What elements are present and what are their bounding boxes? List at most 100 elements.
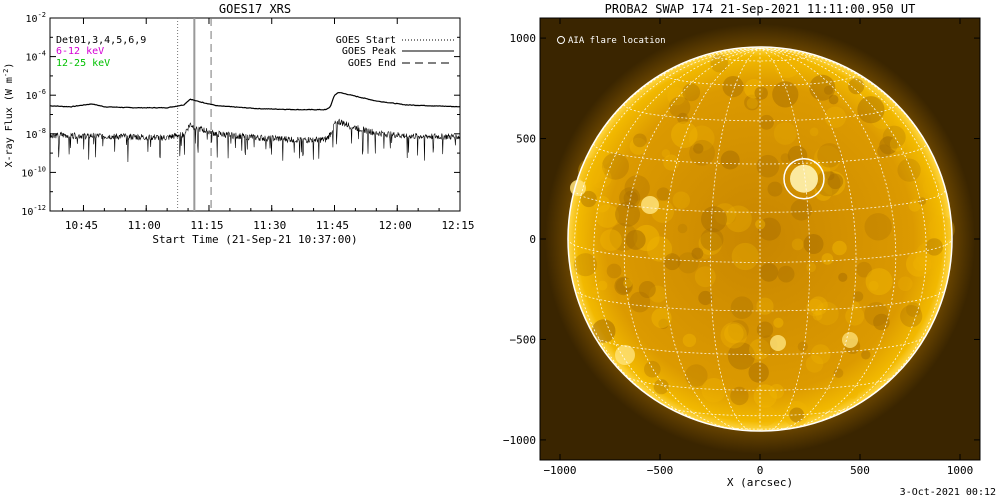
y-axis-label: X-ray Flux (W m-2) xyxy=(2,63,15,168)
active-region-south xyxy=(770,335,786,351)
disk-texture-blob xyxy=(609,223,638,251)
x-tick-label: 11:00 xyxy=(128,219,161,232)
image-y-tick-label: −500 xyxy=(510,333,537,346)
disk-texture-blob xyxy=(614,276,633,296)
disk-texture-blob xyxy=(777,265,795,283)
disk-texture-blob xyxy=(677,112,689,124)
longitude-line xyxy=(759,48,857,431)
image-title: PROBA2 SWAP 174 21-Sep-2021 11:11:00.950… xyxy=(605,2,916,16)
disk-texture-blob xyxy=(701,378,726,403)
longitude-line xyxy=(574,48,761,412)
disk-texture-blob xyxy=(797,341,808,352)
disk-texture-blob xyxy=(821,253,834,265)
disk-texture-blob xyxy=(809,296,828,316)
image-x-tick-label: 0 xyxy=(757,464,764,477)
disk-texture-blob xyxy=(852,291,864,302)
disk-texture-blob xyxy=(744,94,760,111)
disk-texture-blob xyxy=(922,178,940,195)
x-tick-label: 11:30 xyxy=(253,219,286,232)
y-tick-base: 10 xyxy=(21,168,33,179)
x-tick-label: 12:00 xyxy=(379,219,412,232)
x-tick-label: 11:15 xyxy=(190,219,223,232)
disk-texture-blob xyxy=(769,384,785,399)
legend-6-12-kev: 6-12 keV xyxy=(56,46,104,57)
disk-texture-blob xyxy=(856,261,872,278)
disk-texture-blob xyxy=(848,389,858,399)
disk-texture-blob xyxy=(851,301,860,310)
plot-title: GOES17 XRS xyxy=(219,2,291,16)
disk-texture-blob xyxy=(918,197,927,206)
disk-texture-blob xyxy=(638,281,656,298)
aia-flare-location-marker xyxy=(783,157,825,200)
longitude-line xyxy=(593,48,761,427)
disk-texture-blob xyxy=(600,229,622,252)
disk-texture-blob xyxy=(649,285,667,303)
latitude-line xyxy=(709,54,811,62)
disk-texture-blob xyxy=(832,240,847,256)
disk-texture-blob xyxy=(897,158,921,182)
disk-texture-blob xyxy=(790,199,812,221)
disk-texture-blob xyxy=(624,175,650,201)
disk-texture-blob xyxy=(625,229,646,250)
disk-texture-blob xyxy=(824,106,847,128)
legend-12-25-kev: 12-25 keV xyxy=(56,58,110,69)
y-tick-label: 10-6 xyxy=(26,88,46,102)
y-tick-exp: -6 xyxy=(38,88,46,96)
disk-texture-blob xyxy=(848,78,865,95)
disk-texture-blob xyxy=(623,190,639,206)
disk-texture-blob xyxy=(644,360,661,378)
disk-texture-blob xyxy=(864,302,889,327)
disk-texture-blob xyxy=(710,54,729,73)
image-x-tick-label: 1000 xyxy=(947,464,974,477)
disk-texture-blob xyxy=(720,150,740,170)
y-tick-exp: -4 xyxy=(38,50,46,58)
image-x-axis-label: X (arcsec) xyxy=(727,476,793,489)
disk-texture-blob xyxy=(865,268,893,296)
disk-texture-blob xyxy=(838,272,848,282)
disk-texture-blob xyxy=(595,150,611,166)
legend-goes-peak: GOES Peak xyxy=(342,46,396,57)
disk-texture-blob xyxy=(578,157,605,185)
disk-texture-blob xyxy=(772,81,799,108)
disk-texture-blob xyxy=(754,86,768,100)
longitude-line xyxy=(709,48,761,432)
disk-texture-blob xyxy=(814,183,833,201)
longitude-line xyxy=(623,48,761,430)
disk-texture-blob xyxy=(806,298,824,317)
latitude-line xyxy=(594,336,926,355)
image-y-tick-label: −1000 xyxy=(503,434,536,447)
image-x-tick-label: 500 xyxy=(850,464,870,477)
disk-texture-blob xyxy=(906,251,932,277)
disk-texture-blob xyxy=(767,181,783,197)
disk-texture-blob xyxy=(787,145,808,166)
footer-timestamp: 3-Oct-2021 00:12 xyxy=(899,487,996,498)
disk-texture-blob xyxy=(701,206,727,233)
disk-texture-blob xyxy=(724,323,744,344)
disk-texture-blob xyxy=(809,74,836,101)
y-tick-base: 10 xyxy=(26,14,38,25)
disk-texture-blob xyxy=(698,231,722,256)
disk-texture-blob xyxy=(756,154,780,178)
y-tick-base: 10 xyxy=(21,207,33,218)
x-tick-label: 12:15 xyxy=(441,219,474,232)
disk-texture-blob xyxy=(682,333,697,348)
flux-series xyxy=(50,91,460,163)
image-x-tick-label: −1000 xyxy=(543,464,576,477)
disk-texture-blob xyxy=(725,212,736,224)
latitude-line xyxy=(625,375,895,391)
disk-texture-blob xyxy=(633,133,647,148)
legend-circle-icon xyxy=(557,36,565,44)
disk-texture-blob xyxy=(758,217,781,241)
latitude-line xyxy=(593,143,927,165)
active-region-southwest xyxy=(842,332,858,348)
disk-texture-blob xyxy=(580,190,597,208)
disk-texture-blob xyxy=(756,297,774,315)
disk-texture-blob xyxy=(573,253,598,277)
disk-texture-blob xyxy=(812,310,823,321)
disk-texture-blob xyxy=(653,379,669,395)
disk-texture-blob xyxy=(789,407,805,423)
disk-texture-blob xyxy=(806,262,816,273)
disk-texture-blob xyxy=(803,234,824,254)
